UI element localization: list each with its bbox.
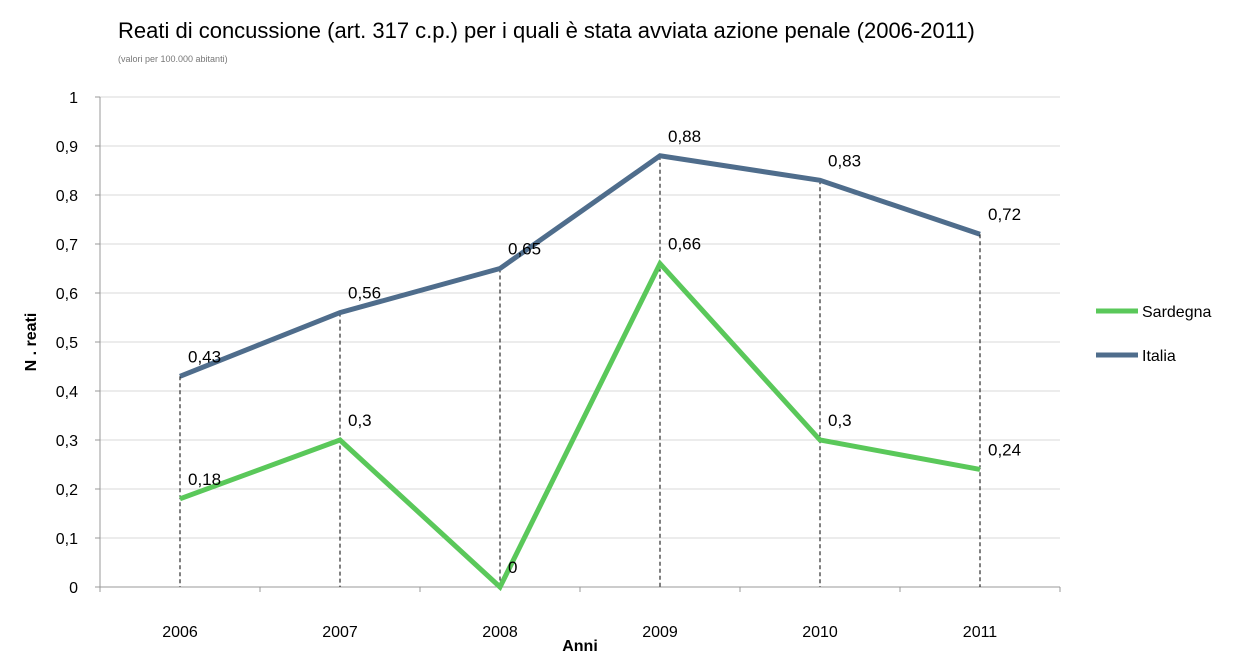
legend-label-italia: Italia [1142,348,1176,365]
x-tick-label: 2006 [162,624,198,641]
y-tick-label: 0,2 [56,482,78,499]
y-tick-label: 0,1 [56,531,78,548]
x-tick-label: 2009 [642,624,678,641]
legend-label-sardegna: Sardegna [1142,304,1211,321]
data-label: 0,24 [988,440,1021,459]
y-tick-label: 0,8 [56,188,78,205]
x-axis-title: Anni [562,638,598,652]
data-label: 0,83 [828,151,861,170]
chart-title: Reati di concussione (art. 317 c.p.) per… [118,18,975,43]
y-tick-label: 0,3 [56,433,78,450]
series-line-sardegna [179,259,981,592]
y-axis-title: N . reati [23,313,40,372]
data-label: 0,56 [348,284,381,303]
x-tick-label: 2008 [482,624,518,641]
x-tick-label: 2010 [802,624,838,641]
data-label: 0,66 [668,235,701,254]
chart-subtitle: (valori per 100.000 abitanti) [118,54,228,64]
y-tick-label: 0 [69,580,78,597]
data-label: 0,3 [828,411,852,430]
y-tick-label: 0,6 [56,286,78,303]
data-label: 0,65 [508,240,541,259]
y-tick-label: 0,4 [56,384,78,401]
y-tick-label: 0,7 [56,237,78,254]
y-tick-label: 0,5 [56,335,78,352]
data-label: 0,88 [668,127,701,146]
y-tick-label: 1 [69,90,78,107]
data-label: 0,72 [988,205,1021,224]
series-line-italia [179,153,981,379]
x-tick-label: 2011 [963,624,998,641]
data-label: 0,18 [188,470,221,489]
data-label: 0 [508,558,517,577]
y-tick-label: 0,9 [56,139,78,156]
data-label: 0,43 [188,347,221,366]
x-tick-label: 2007 [322,624,358,641]
data-label: 0,3 [348,411,372,430]
